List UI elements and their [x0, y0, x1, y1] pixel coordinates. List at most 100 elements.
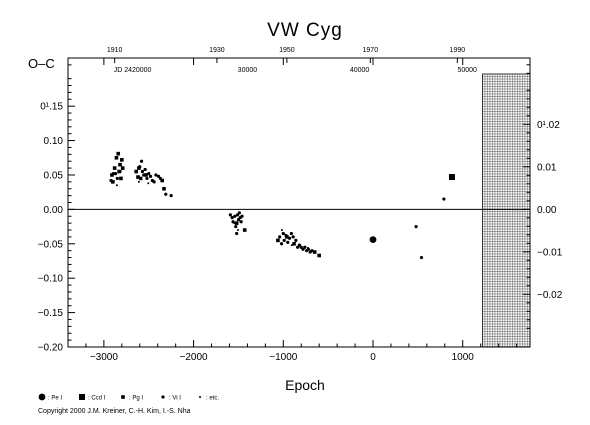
jd-label: 30000 — [238, 67, 258, 74]
data-point — [297, 243, 302, 247]
data-point — [237, 211, 241, 215]
data-point — [118, 169, 122, 174]
data-point — [142, 173, 146, 177]
data-point — [228, 213, 232, 217]
data-point — [286, 240, 290, 245]
data-point — [157, 174, 161, 178]
data-point — [235, 231, 239, 236]
data-point — [147, 182, 150, 185]
x-tick-label: 1000 — [452, 352, 475, 363]
x-tick-label: 0 — [370, 352, 376, 363]
data-point — [115, 176, 119, 181]
data-point — [233, 214, 237, 218]
jd-label: 40000 — [350, 67, 370, 74]
data-point — [236, 229, 239, 232]
data-point — [312, 250, 317, 254]
data-point — [234, 221, 239, 225]
x-tick-label: −1000 — [269, 352, 298, 363]
data-point — [112, 166, 117, 170]
data-point — [290, 244, 293, 247]
legend: : Pe I: Ccd I: Pg I: Vi I: etc. — [38, 393, 219, 402]
y2-tick-label: 0.00 — [537, 205, 557, 216]
data-point — [137, 180, 140, 183]
data-point — [169, 194, 173, 198]
data-point — [114, 155, 119, 160]
data-point — [306, 246, 309, 249]
data-point — [414, 224, 418, 229]
data-point — [164, 192, 168, 196]
data-point — [276, 238, 280, 243]
data-point — [317, 253, 321, 258]
data-point — [115, 184, 118, 187]
data-point — [448, 174, 455, 181]
year-label: 1930 — [209, 47, 225, 54]
data-point — [136, 175, 140, 179]
data-point — [140, 169, 145, 174]
legend-marker — [38, 393, 46, 401]
data-point — [287, 236, 292, 240]
data-point — [299, 245, 303, 249]
y-tick-label: 0¹.15 — [40, 102, 63, 113]
y-tick-label: −0.20 — [38, 343, 64, 354]
legend-marker — [161, 395, 165, 399]
legend-marker — [121, 395, 125, 399]
data-point — [143, 167, 147, 172]
axis-tick-labels: −3000 −2000 −1000 0 1000 0¹.15 0.10 0.05 0.00 −0.… — [38, 47, 563, 363]
data-point — [419, 255, 424, 260]
year-label: 1950 — [279, 47, 295, 54]
y-tick-label: 0.00 — [44, 205, 64, 216]
jd-label: JD 2420000 — [114, 67, 152, 74]
data-point — [230, 216, 234, 220]
axis-ticks — [67, 58, 530, 348]
data-point — [119, 176, 123, 181]
data-point — [235, 213, 240, 217]
data-point — [162, 186, 166, 191]
data-point — [279, 242, 284, 246]
data-point — [285, 235, 289, 239]
plot-frame — [67, 57, 531, 348]
data-point — [120, 158, 124, 162]
data-point — [138, 165, 142, 169]
y-tick-label: 0.05 — [44, 170, 64, 181]
year-label: 1970 — [363, 47, 379, 54]
legend-label: : etc. — [206, 396, 219, 402]
y-tick-label: −0.05 — [38, 239, 64, 250]
data-point — [145, 176, 149, 181]
data-point — [111, 180, 115, 184]
x-axis-label: Epoch — [285, 377, 325, 393]
data-point — [296, 245, 300, 249]
data-point — [109, 178, 113, 183]
data-point — [139, 159, 144, 163]
data-point — [310, 249, 314, 253]
data-point — [118, 162, 122, 167]
data-point — [236, 218, 241, 222]
hatch-border — [482, 73, 531, 348]
legend-marker — [79, 394, 85, 400]
copyright-text: Copyright 2000 J.M. Kreiner, C.-H. Kim, … — [38, 408, 191, 415]
data-point — [111, 172, 115, 176]
legend-label: : Pe I — [48, 396, 62, 402]
data-point — [303, 245, 307, 249]
legend-label: : Pg I — [129, 396, 143, 402]
data-point — [280, 229, 283, 232]
data-point — [148, 174, 153, 178]
data-point — [120, 166, 125, 170]
x-tick-label: −3000 — [90, 352, 119, 363]
y-axis-label: O–C — [28, 56, 55, 71]
data-point — [292, 241, 296, 246]
data-point — [239, 220, 243, 224]
data-point — [442, 197, 446, 201]
y-tick-label: −0.15 — [38, 308, 64, 319]
year-label: 1910 — [107, 47, 123, 54]
data-point — [110, 173, 114, 177]
data-point — [240, 214, 244, 218]
data-point — [278, 235, 282, 239]
data-point — [291, 235, 295, 239]
legend-label: : Vi I — [169, 396, 181, 402]
data-point — [294, 238, 298, 242]
data-point — [233, 222, 236, 225]
data-point — [137, 166, 141, 170]
data-point — [152, 180, 156, 184]
data-points — [109, 151, 455, 260]
